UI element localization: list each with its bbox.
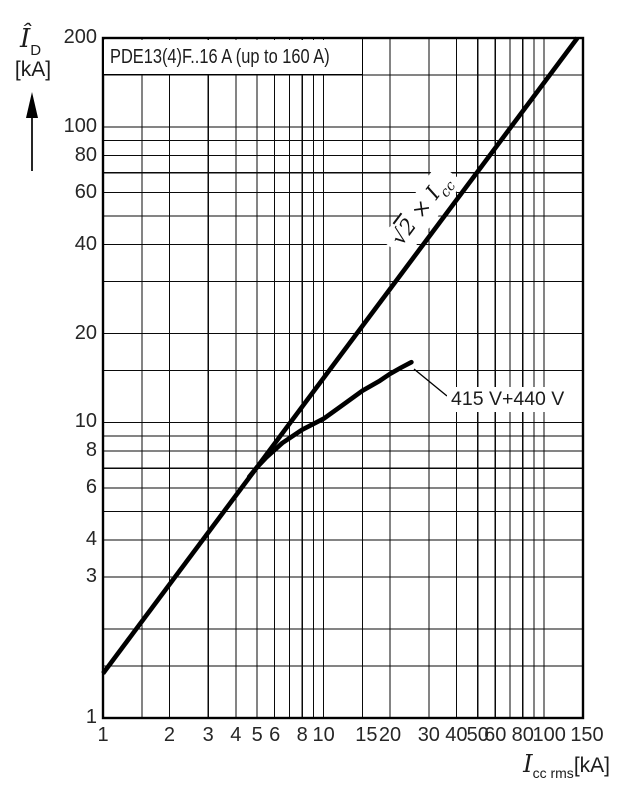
y-tick-label: 20 [74, 321, 97, 344]
x-tick-label: 5 [251, 724, 263, 746]
x-tick-label: 150 [570, 724, 604, 746]
y-tick-label: 1 [85, 706, 97, 728]
y-tick-label: 4 [85, 528, 97, 551]
x-tick-label: 2 [163, 724, 175, 746]
label-leader-line [413, 368, 448, 397]
y-tick-label: 3 [85, 565, 97, 587]
voltage-curve-label: 415 V+440 V [447, 387, 569, 412]
series-curve [246, 359, 414, 480]
chart-title: PDE13(4)F..16 A (up to 160 A) [110, 45, 330, 68]
y-tick-label: 80 [74, 143, 97, 166]
series-curve [101, 36, 580, 675]
y-tick-label: 40 [74, 232, 97, 255]
y-tick-label: 8 [85, 439, 97, 462]
x-tick-label: 30 [417, 724, 440, 746]
x-tick-label: 50 [466, 724, 489, 746]
x-tick-label: 6 [269, 724, 281, 746]
up-arrow-icon [26, 92, 38, 171]
x-tick-label: 15 [355, 724, 378, 746]
x-tick-label: 8 [296, 724, 308, 746]
y-axis-symbol: ÎD [20, 24, 42, 60]
y-tick-label: 60 [74, 180, 97, 203]
chart-title-box: PDE13(4)F..16 A (up to 160 A) [104, 40, 363, 75]
x-tick-label: 4 [230, 724, 242, 746]
x-axis-unit: [kA] [573, 754, 610, 777]
x-tick-label: 60 [484, 724, 507, 746]
x-tick-label: 40 [445, 724, 468, 746]
plot-area [103, 38, 583, 718]
x-axis-label: Icc rms[kA] [470, 750, 610, 782]
y-tick-label: 100 [63, 114, 97, 137]
x-axis-symbol-subscript: cc rms [532, 765, 574, 782]
x-tick-label: 100 [532, 724, 566, 746]
x-tick-label: 1 [97, 724, 109, 746]
x-tick-label: 20 [378, 724, 402, 746]
x-tick-label: 3 [202, 724, 214, 746]
y-tick-label: 6 [85, 476, 97, 499]
y-tick-label: 10 [74, 410, 97, 433]
plot-border [101, 36, 585, 720]
x-tick-label: 80 [511, 724, 534, 746]
y-axis-symbol-subscript: D [30, 42, 42, 60]
y-tick-label: 200 [63, 26, 97, 48]
x-axis-symbol: I [523, 750, 533, 778]
y-axis-unit: [kA] [14, 58, 52, 81]
x-tick-label: 10 [312, 724, 335, 746]
